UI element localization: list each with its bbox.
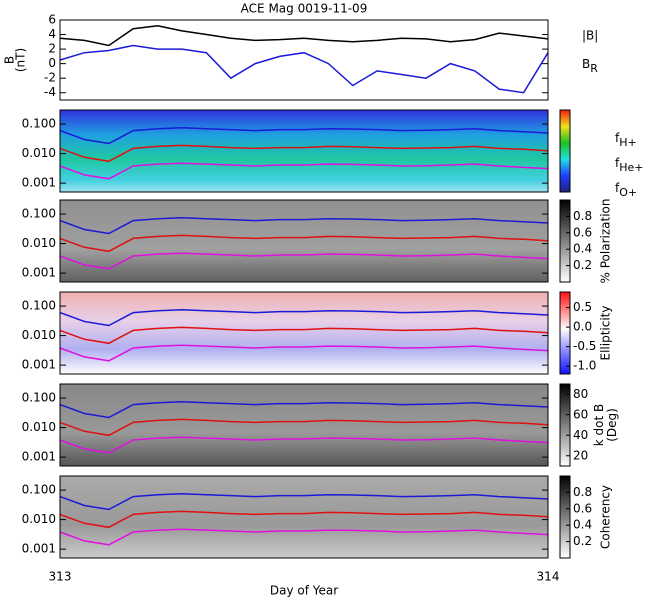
- y-tick-label: 0.100: [22, 391, 56, 405]
- data-line: [59, 44, 549, 94]
- data-line: [59, 309, 549, 327]
- colorbar: [559, 291, 571, 375]
- y-tick-label: 0.010: [22, 328, 56, 342]
- colorbar-tick-label: 0.6: [573, 225, 592, 239]
- spectrogram-background: [60, 476, 548, 558]
- spectrogram-background: [60, 110, 548, 192]
- colorbar-tick-label: 0.6: [573, 501, 592, 515]
- colorbar-tick-label: 0.0: [573, 320, 592, 334]
- legend-entry: |B|: [582, 29, 598, 43]
- y-tick-label: 4: [48, 27, 56, 41]
- y-tick-label: 0.010: [22, 146, 56, 160]
- y-tick-label: 0.001: [22, 450, 56, 464]
- colorbar-tick-label: -1.0: [573, 359, 596, 373]
- plot-frame: [59, 291, 549, 375]
- x-axis-label: Day of Year: [270, 584, 338, 598]
- legend-entry: fH+: [615, 131, 637, 150]
- data-line: [59, 252, 549, 270]
- spectrogram-background: [60, 200, 548, 282]
- data-line: [59, 326, 549, 345]
- data-line: [59, 418, 549, 437]
- data-line: [59, 510, 549, 529]
- colorbar-tick-label: 40: [573, 428, 588, 442]
- data-line: [59, 25, 549, 47]
- colorbar: [559, 475, 571, 559]
- data-line: [59, 436, 549, 454]
- y-axis-label: (nT): [14, 48, 28, 72]
- y-tick-label: 0.001: [22, 542, 56, 556]
- spectrogram-background: [60, 292, 548, 374]
- y-axis-label: B: [3, 56, 17, 64]
- plot-frame: [59, 19, 549, 101]
- plot-frame: [59, 199, 549, 283]
- colorbar-label: Ellipticity: [599, 306, 613, 361]
- y-tick-label: 6: [48, 13, 56, 27]
- data-line: [59, 234, 549, 253]
- y-tick-label: 0.100: [22, 299, 56, 313]
- data-line: [59, 162, 549, 180]
- y-tick-label: 0.100: [22, 207, 56, 221]
- x-tick-label: 313: [49, 570, 72, 584]
- data-line: [59, 144, 549, 163]
- plot-frame: [59, 475, 549, 559]
- y-tick-label: 2: [48, 42, 56, 56]
- x-tick-label: 314: [537, 570, 560, 584]
- y-tick-label: 0: [48, 56, 56, 70]
- y-tick-label: 0.010: [22, 420, 56, 434]
- chart-title: ACE Mag 0019-11-09: [241, 2, 368, 16]
- colorbar-tick-label: 0.5: [573, 300, 592, 314]
- colorbar: [559, 199, 571, 283]
- data-line: [59, 493, 549, 511]
- y-tick-label: 0.001: [22, 266, 56, 280]
- colorbar: [559, 383, 571, 467]
- legend-entry: fO+: [615, 181, 637, 200]
- data-line: [59, 217, 549, 235]
- plot-frame: [59, 109, 549, 193]
- plot-frame: [59, 383, 549, 467]
- colorbar-tick-label: -0.5: [573, 339, 596, 353]
- data-line: [59, 528, 549, 546]
- colorbar-tick-label: 0.2: [573, 258, 592, 272]
- y-tick-label: 0.100: [22, 117, 56, 131]
- data-line: [59, 127, 549, 145]
- legend-entry: fHe+: [615, 156, 644, 175]
- colorbar-label: (Deg): [605, 408, 619, 442]
- spectrogram-background: [60, 384, 548, 466]
- colorbar-tick-label: 0.4: [573, 242, 592, 256]
- colorbar-label: Coherency: [599, 485, 613, 549]
- colorbar-tick-label: 0.4: [573, 518, 592, 532]
- data-line: [59, 344, 549, 362]
- y-tick-label: 0.010: [22, 512, 56, 526]
- colorbar-label: % Polarization: [599, 199, 613, 284]
- colorbar-tick-label: 20: [573, 448, 588, 462]
- y-tick-label: 0.001: [22, 176, 56, 190]
- y-tick-label: -2: [44, 71, 56, 85]
- y-tick-label: 0.010: [22, 236, 56, 250]
- colorbar-tick-label: 0.8: [573, 209, 592, 223]
- legend-entry: BR: [582, 57, 598, 76]
- colorbar-tick-label: 0.8: [573, 485, 592, 499]
- colorbar: [559, 109, 571, 193]
- y-tick-label: -4: [44, 85, 56, 99]
- colorbar-label: k dot B: [592, 404, 606, 446]
- colorbar-tick-label: 0.2: [573, 534, 592, 548]
- colorbar-tick-label: 80: [573, 387, 588, 401]
- y-tick-label: 0.001: [22, 358, 56, 372]
- data-line: [59, 401, 549, 419]
- y-tick-label: 0.100: [22, 483, 56, 497]
- colorbar-tick-label: 60: [573, 407, 588, 421]
